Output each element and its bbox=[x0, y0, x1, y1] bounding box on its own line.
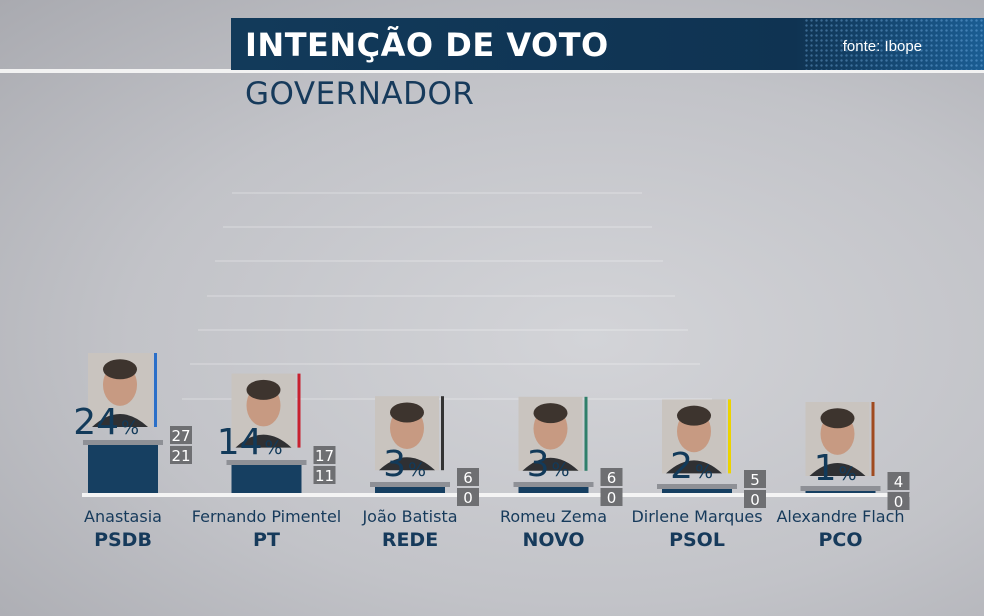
candidate-shoulders bbox=[92, 414, 148, 427]
bar bbox=[88, 445, 158, 493]
party-color-stripe bbox=[728, 399, 731, 474]
percent-sign: % bbox=[552, 459, 570, 481]
range-upper-value: 5 bbox=[750, 471, 760, 489]
range-lower-value: 11 bbox=[315, 467, 334, 485]
party-color-stripe bbox=[154, 353, 157, 427]
candidate-shoulders bbox=[809, 463, 866, 476]
party-color-stripe bbox=[584, 396, 588, 471]
range-upper-value: 17 bbox=[315, 447, 334, 465]
party-label: NOVO bbox=[522, 529, 584, 551]
party-label: PSOL bbox=[669, 529, 725, 551]
party-color-stripe bbox=[441, 396, 444, 471]
percent-value: 3 bbox=[383, 444, 406, 485]
bar bbox=[662, 489, 732, 493]
party-color-stripe bbox=[297, 373, 301, 448]
chart-subtitle: GOVERNADOR bbox=[245, 76, 475, 112]
candidate-hair bbox=[677, 405, 711, 426]
range-lower-box bbox=[313, 466, 336, 484]
party-color-stripe bbox=[871, 402, 875, 476]
range-upper-box bbox=[170, 426, 192, 444]
bar-cap bbox=[657, 484, 737, 489]
range-upper-box bbox=[313, 446, 336, 464]
range-lower-box bbox=[457, 488, 479, 506]
bar bbox=[805, 491, 876, 493]
candidate-shoulders bbox=[235, 434, 292, 448]
header-title: INTENÇÃO DE VOTO bbox=[245, 26, 609, 64]
percent-sign: % bbox=[839, 463, 857, 485]
candidate-hair bbox=[103, 359, 137, 380]
range-lower-value: 0 bbox=[463, 489, 473, 507]
range-lower-value: 0 bbox=[894, 493, 904, 511]
candidate-hair bbox=[820, 408, 855, 429]
range-upper-box bbox=[457, 468, 479, 486]
percent-sign: % bbox=[265, 437, 283, 459]
range-upper-value: 4 bbox=[894, 473, 904, 491]
range-upper-value: 27 bbox=[171, 427, 190, 445]
candidate-shoulders bbox=[379, 457, 435, 471]
party-label: REDE bbox=[382, 529, 438, 551]
candidate-shoulders bbox=[666, 460, 722, 474]
party-label: PCO bbox=[818, 529, 862, 551]
bar-cap bbox=[800, 486, 881, 491]
range-upper-value: 6 bbox=[607, 469, 617, 487]
percent-value: 2 bbox=[670, 446, 693, 487]
range-upper-box bbox=[600, 468, 623, 486]
baseline bbox=[82, 493, 910, 497]
source-label: fonte: Ibope bbox=[842, 38, 922, 55]
header-underline bbox=[0, 69, 984, 73]
percent-value: 24 bbox=[73, 402, 119, 443]
range-upper-box bbox=[887, 472, 910, 490]
range-lower-value: 0 bbox=[750, 491, 760, 509]
range-lower-box bbox=[600, 488, 623, 506]
header-banner: INTENÇÃO DE VOTO fonte: Ibope bbox=[231, 18, 984, 70]
party-label: PSDB bbox=[94, 529, 152, 551]
bar-cap bbox=[513, 482, 594, 487]
candidate-name: Dirlene Marques bbox=[631, 507, 762, 526]
range-lower-box bbox=[170, 446, 192, 464]
percent-value: 3 bbox=[527, 444, 550, 485]
range-upper-box bbox=[744, 470, 766, 488]
range-lower-box bbox=[887, 492, 910, 510]
candidate-name: Anastasia bbox=[84, 507, 162, 526]
candidate-hair bbox=[533, 403, 568, 424]
bar-cap bbox=[226, 460, 307, 465]
candidate-name: Fernando Pimentel bbox=[192, 507, 341, 526]
percent-value: 1 bbox=[814, 448, 837, 489]
party-label: PT bbox=[253, 529, 280, 551]
bar bbox=[231, 465, 302, 493]
range-lower-value: 21 bbox=[171, 447, 190, 465]
bar bbox=[375, 487, 445, 493]
candidate-hair bbox=[246, 379, 281, 400]
percent-sign: % bbox=[121, 417, 139, 439]
range-lower-value: 0 bbox=[607, 489, 617, 507]
candidate-shoulders bbox=[522, 457, 579, 471]
candidate-name: Alexandre Flach bbox=[776, 507, 904, 526]
candidate-name: João Batista bbox=[361, 507, 457, 526]
range-lower-box bbox=[744, 490, 766, 508]
candidate-hair bbox=[390, 402, 424, 423]
bar-cap bbox=[370, 482, 450, 487]
percent-sign: % bbox=[408, 459, 426, 481]
bar bbox=[518, 487, 589, 493]
percent-sign: % bbox=[695, 461, 713, 483]
range-upper-value: 6 bbox=[463, 469, 473, 487]
percent-value: 14 bbox=[217, 422, 263, 463]
candidate-name: Romeu Zema bbox=[500, 507, 607, 526]
bar-cap bbox=[83, 440, 163, 445]
